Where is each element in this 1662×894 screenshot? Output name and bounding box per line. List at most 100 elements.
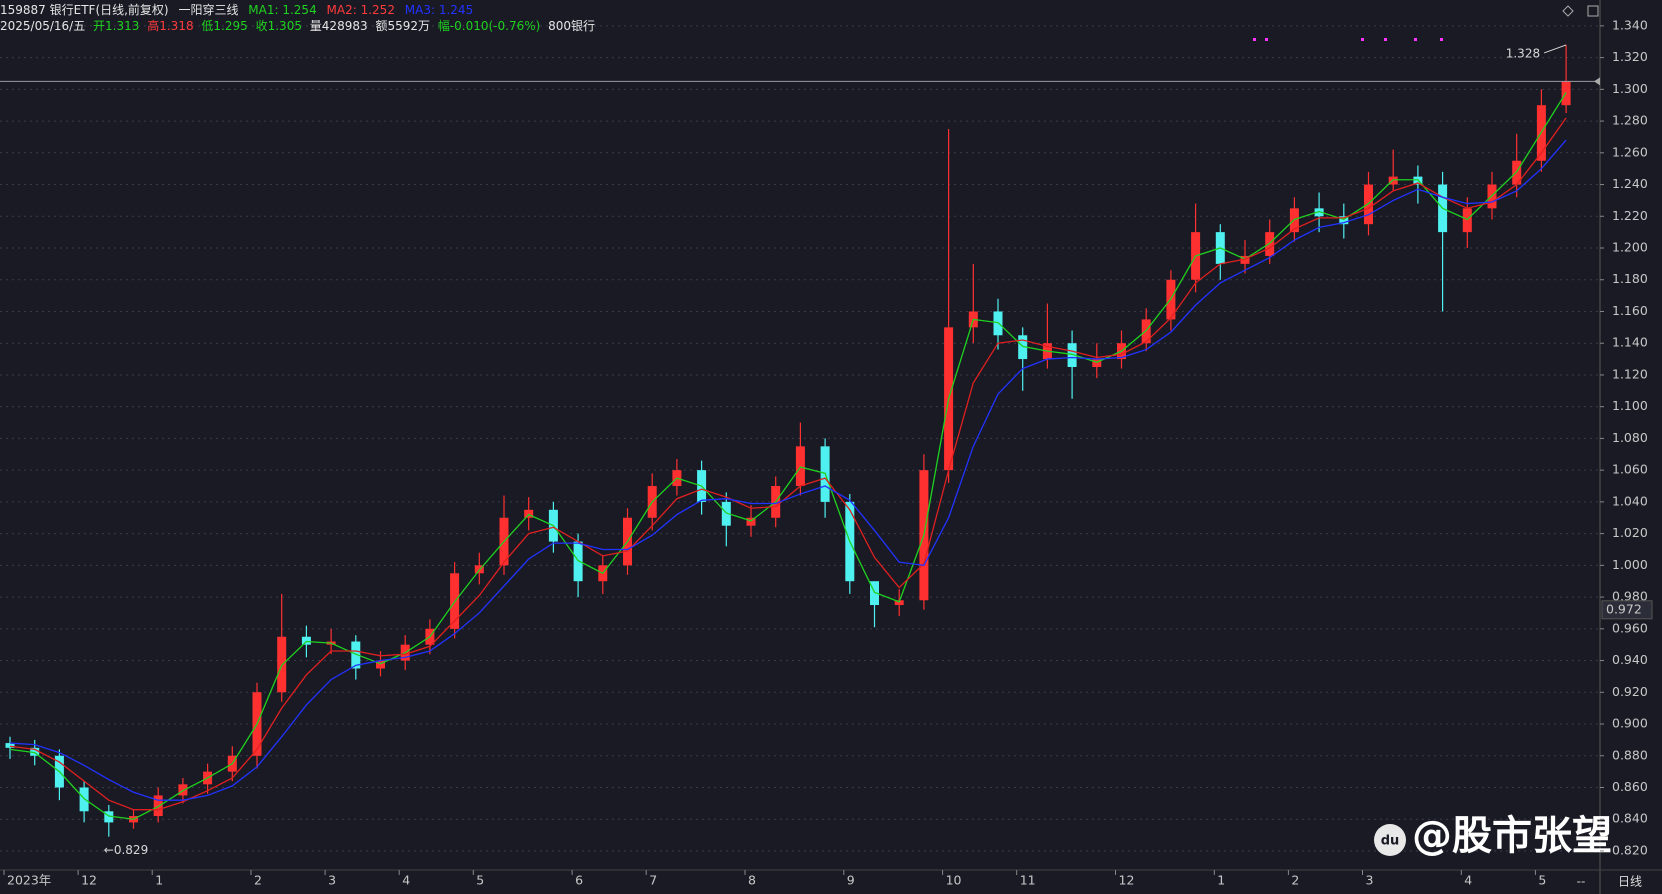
y-tick-label: 1.000 [1612, 557, 1648, 572]
candle-body [1240, 255, 1250, 264]
high-price: 高1.318 [147, 18, 193, 33]
candle-body [1364, 184, 1373, 225]
svg-text:du: du [1381, 834, 1400, 849]
candle-body [351, 641, 361, 669]
y-tick-label: 0.860 [1612, 779, 1648, 794]
candle-body [746, 517, 756, 526]
max-arrow [1543, 44, 1567, 54]
toolbar-icons[interactable] [1562, 5, 1599, 17]
y-tick-label: 1.180 [1612, 271, 1648, 286]
ma-line [9, 139, 1567, 801]
watermark-text: @股市张望 [1412, 813, 1612, 859]
candle-body [1339, 216, 1349, 225]
y-tick-label: 0.920 [1612, 684, 1648, 699]
open-price: 开1.313 [93, 19, 139, 33]
y-tick-label: 1.260 [1612, 144, 1648, 159]
x-tick-label: 4 [402, 873, 410, 888]
y-tick-label: 1.020 [1612, 525, 1648, 540]
date: 2025/05/16/五 [0, 19, 85, 33]
min-label: ←0.829 [104, 843, 148, 857]
x-tick-label: 3 [1366, 873, 1374, 888]
security-code: 159887 银行ETF(日线,前复权) [0, 2, 169, 17]
x-tick-label: 3 [328, 873, 336, 888]
candle-body [5, 743, 15, 748]
x-tick-label: 9 [847, 873, 855, 888]
plot-area: 1.328 ←0.829 [0, 25, 1600, 857]
x-tick-label: 1 [155, 873, 163, 888]
cursor-label: 0.972 [1606, 601, 1642, 616]
candle-body [104, 811, 114, 823]
ma2-legend: MA2: 1.252 [327, 3, 395, 17]
x-tick-label: 6 [575, 873, 583, 888]
candle-body [30, 747, 40, 756]
y-tick-label: 1.140 [1612, 335, 1648, 350]
x-tick-label: 8 [748, 873, 756, 888]
candle-body [153, 795, 163, 817]
y-tick-label: 0.900 [1612, 716, 1648, 731]
candle-body [1092, 359, 1102, 368]
y-tick-label: 1.040 [1612, 493, 1648, 508]
indicator-name: 一阳穿三线 [178, 2, 238, 17]
max-label: 1.328 [1506, 46, 1540, 60]
x-tick-label: 10 [946, 873, 962, 888]
ma-line [9, 117, 1567, 811]
y-tick-label: 0.980 [1612, 589, 1648, 604]
x-tick-label: 5 [476, 873, 484, 888]
amount: 额5592万 [375, 19, 430, 33]
sector: 800银行 [548, 19, 595, 33]
candle-body [1018, 335, 1028, 360]
y-tick-label: 0.840 [1612, 811, 1648, 826]
change: 幅-0.010(-0.76%) [438, 18, 541, 33]
candle-body [178, 784, 188, 796]
ma1-legend: MA1: 1.254 [248, 3, 316, 17]
footer-placeholder: -- [1577, 875, 1586, 889]
x-tick-label: 5 [1538, 873, 1546, 888]
candle-body [1067, 343, 1077, 368]
candle-body [795, 446, 805, 487]
ma3-legend: MA3: 1.245 [405, 3, 473, 17]
cursor-box [1601, 600, 1653, 620]
candle-body [376, 660, 385, 669]
candle-body [721, 501, 731, 526]
header-line-1: 159887 银行ETF(日线,前复权) 一阳穿三线 MA1: 1.254 MA… [0, 2, 473, 17]
y-tick-label: 0.820 [1612, 842, 1648, 857]
y-tick-label: 1.060 [1612, 462, 1648, 477]
y-tick-label: 1.120 [1612, 366, 1648, 381]
candle-body [524, 509, 534, 518]
signal-dots [1253, 38, 1443, 41]
x-tick-label: 7 [649, 873, 657, 888]
x-tick-label: 12 [1119, 873, 1135, 888]
low-price: 低1.295 [201, 19, 247, 33]
last-price-marker [1594, 77, 1600, 86]
header-line-2: 2025/05/16/五 开1.313 高1.318 低1.295 收1.305… [0, 18, 595, 33]
y-tick-label: 1.240 [1612, 176, 1648, 191]
x-tick-label: 2 [1291, 873, 1299, 888]
y-tick-label: 1.200 [1612, 240, 1648, 255]
x-tick-label: 2023年 [7, 873, 51, 888]
y-tick-label: 0.960 [1612, 620, 1648, 635]
y-tick-label: 1.080 [1612, 430, 1648, 445]
candle-body [573, 541, 583, 582]
diamond-icon[interactable] [1562, 5, 1574, 17]
candle-body [894, 600, 904, 606]
ma-line [9, 92, 1567, 820]
candle-body [870, 581, 879, 606]
y-tick-label: 1.220 [1612, 208, 1648, 223]
period-label[interactable]: 日线 [1618, 875, 1642, 889]
watermark: du @股市张望 [1374, 813, 1612, 859]
x-tick-label: 4 [1464, 873, 1472, 888]
panel-icon[interactable] [1587, 5, 1599, 17]
y-tick-label: 1.300 [1612, 81, 1648, 96]
x-tick-label: 1 [1217, 873, 1225, 888]
y-tick-label: 1.280 [1612, 113, 1648, 128]
y-tick-label: 1.160 [1612, 303, 1648, 318]
candle-body [1314, 208, 1324, 217]
y-tick-label: 1.320 [1612, 49, 1648, 64]
x-tick-label: 11 [1020, 873, 1036, 888]
candle-body [1265, 232, 1275, 256]
y-tick-label: 0.880 [1612, 747, 1648, 762]
x-tick-label: 12 [81, 873, 97, 888]
x-tick-label: 2 [254, 873, 262, 888]
